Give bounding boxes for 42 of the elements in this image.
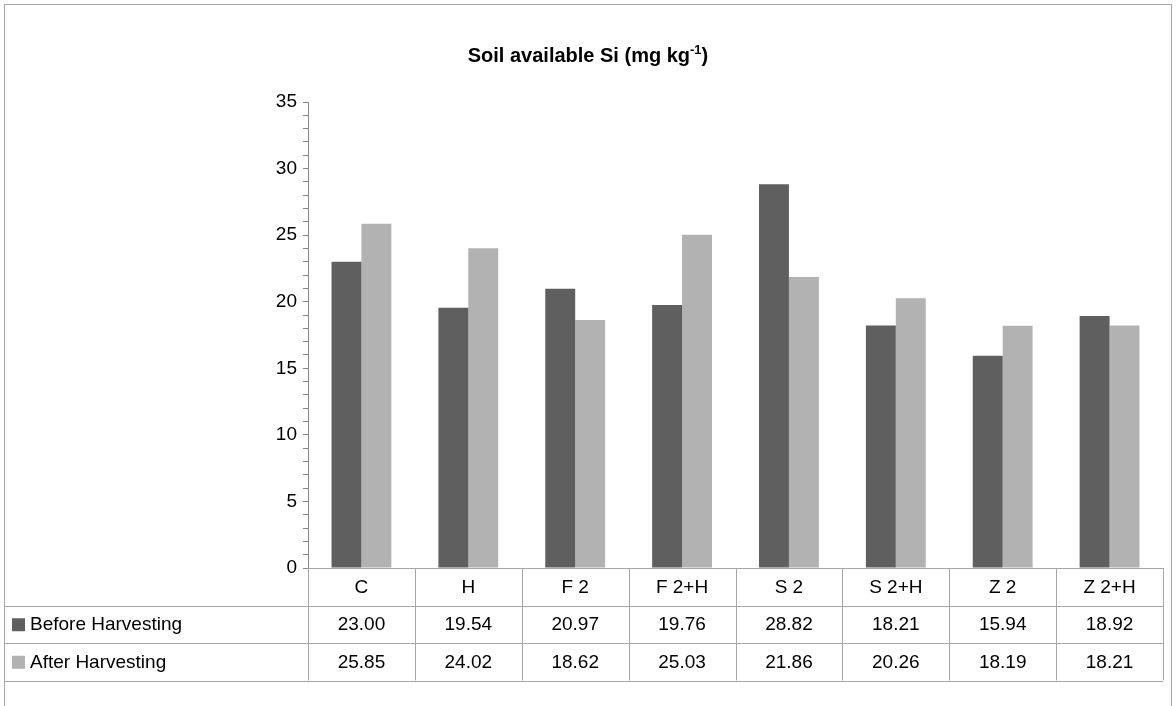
data-label: 21.86 — [765, 650, 813, 672]
bar — [545, 288, 576, 568]
y-tick-label: 10 — [275, 423, 297, 445]
data-label: 19.76 — [658, 613, 706, 635]
legend-label: Before Harvesting — [30, 613, 183, 635]
data-label: 19.54 — [444, 613, 493, 635]
data-label: 25.85 — [337, 650, 386, 672]
x-tick-label: S 2 — [774, 575, 804, 597]
y-tick-label: 30 — [275, 156, 297, 178]
bar — [759, 184, 789, 568]
x-tick-label: F 2 — [561, 575, 589, 597]
y-tick-label: 0 — [286, 556, 297, 578]
x-tick-label: H — [461, 575, 476, 597]
bar — [865, 325, 896, 568]
data-label: 23.00 — [337, 613, 386, 635]
y-tick-label: 20 — [275, 289, 297, 311]
bar — [1079, 316, 1110, 568]
x-tick-label: C — [354, 575, 369, 597]
data-label: 20.97 — [551, 613, 599, 635]
bar — [972, 355, 1003, 568]
x-tick-label: Z 2+H — [1083, 575, 1136, 597]
bar — [652, 304, 683, 568]
data-label: 18.21 — [1085, 650, 1134, 672]
x-tick-label: F 2+H — [655, 575, 709, 597]
data-label: 24.02 — [444, 650, 493, 672]
y-tick-label: 35 — [275, 90, 297, 112]
data-label: 15.94 — [978, 613, 1027, 635]
x-tick-label: Z 2 — [988, 575, 1017, 597]
y-tick-label: 5 — [286, 489, 297, 511]
data-label: 18.19 — [978, 650, 1027, 672]
data-label: 25.03 — [658, 650, 706, 672]
legend-label: After Harvesting — [30, 650, 167, 672]
y-tick-label: 15 — [275, 356, 297, 378]
bar — [438, 307, 469, 568]
bar — [331, 261, 362, 568]
data-label: 18.92 — [1085, 613, 1134, 635]
y-tick-label: 25 — [275, 223, 297, 245]
x-tick-label: S 2+H — [869, 575, 923, 597]
data-label: 20.26 — [872, 650, 920, 672]
data-label: 18.21 — [872, 613, 920, 635]
data-label: 18.62 — [551, 650, 599, 672]
data-label: 28.82 — [765, 613, 813, 635]
